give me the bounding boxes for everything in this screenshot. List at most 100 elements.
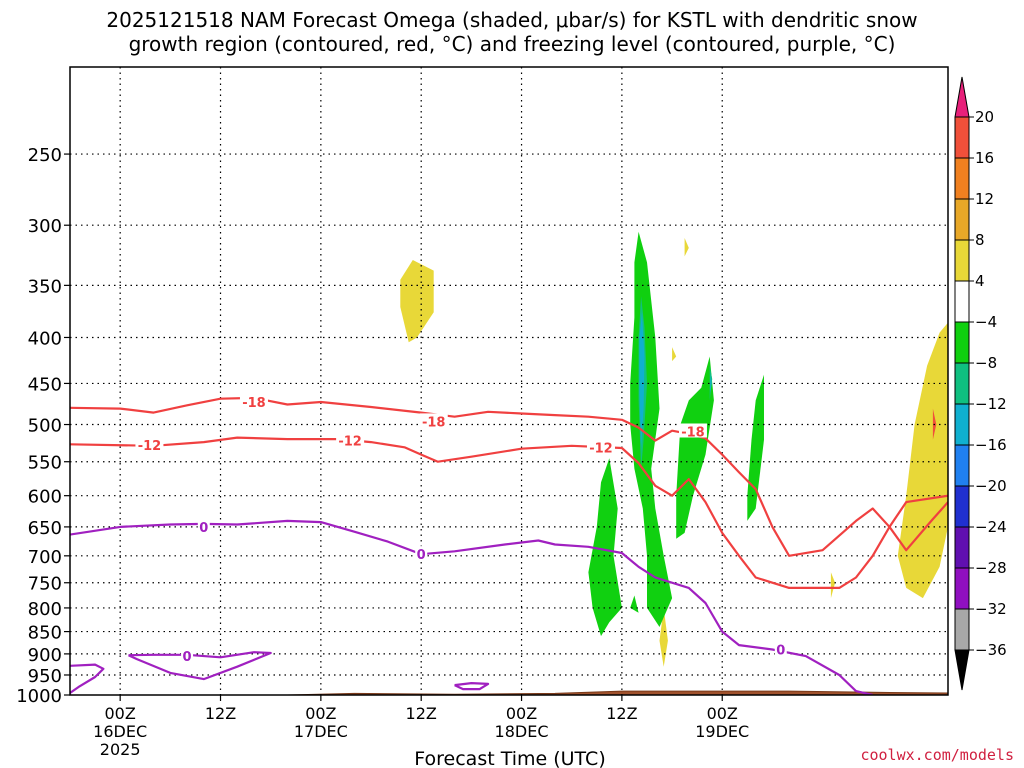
contour-label-bg-1-0 — [135, 437, 164, 452]
y-tick-label-6: 550 — [28, 453, 62, 474]
contour-label-bg-0-2 — [678, 423, 707, 438]
contour-label-1-1: -12 — [338, 435, 362, 450]
omega-region-8 — [630, 595, 639, 613]
colorbar-label-11: −28 — [975, 559, 1007, 577]
contour-label-bg-0-0 — [239, 394, 268, 409]
colorbar-bin-12 — [954, 567, 970, 610]
y-tick-label-0: 250 — [28, 145, 62, 166]
contour-label-1-0: -12 — [138, 439, 162, 454]
colorbar-label-13: −36 — [975, 641, 1007, 659]
colorbar-label-0: 20 — [975, 108, 994, 126]
contour-label-bg-3-0 — [181, 648, 194, 663]
contour-label-bg-1-1 — [336, 432, 365, 447]
colorbar-label-2: 12 — [975, 190, 994, 208]
contour-label-2-2: 0 — [776, 644, 785, 659]
x-tick-label-0-1: 16DEC — [93, 722, 147, 741]
x-tick-label-2-0: 00Z — [305, 704, 336, 723]
y-tick-label-7: 600 — [28, 487, 62, 508]
omega-region-1 — [684, 238, 689, 257]
contour-label-2-0: 0 — [199, 521, 208, 536]
contour-label-2-1: 0 — [417, 548, 426, 563]
colorbar-label-6: −8 — [975, 354, 997, 372]
colorbar-label-3: 8 — [975, 231, 985, 249]
y-tick-label-13: 900 — [28, 645, 62, 666]
colorbar-bottom-arrow — [954, 649, 970, 691]
site-credit: coolwx.com/models — [860, 746, 1014, 764]
x-tick-label-6-1: 19DEC — [695, 722, 749, 741]
contour-label-bg-2-2 — [774, 641, 787, 656]
colorbar-bin-6 — [954, 321, 970, 364]
y-tick-label-12: 850 — [28, 623, 62, 644]
chart-title-line-1: 2025121518 NAM Forecast Omega (shaded, μ… — [106, 8, 918, 32]
contour-label-bg-2-0 — [197, 518, 210, 533]
colorbar-label-9: −20 — [975, 477, 1007, 495]
omega-region-4 — [659, 607, 668, 667]
omega-region-13 — [639, 312, 645, 448]
omega-region-5 — [830, 572, 836, 599]
omega-region-7 — [588, 458, 622, 637]
y-tick-label-9: 700 — [28, 547, 62, 568]
contour-label-1-2: -12 — [589, 441, 613, 456]
plot-frame — [69, 66, 949, 696]
colorbar-label-12: −32 — [975, 600, 1007, 618]
colorbar-bin-9 — [954, 444, 970, 487]
contour-line-2 — [70, 519, 873, 695]
omega-region-0 — [400, 260, 434, 343]
colorbar-bin-13 — [954, 608, 970, 651]
omega-region-3 — [897, 322, 948, 599]
chart-title-line-2: growth region (contoured, red, °C) and f… — [128, 32, 896, 56]
colorbar-bin-2 — [954, 157, 970, 200]
omega-region-15 — [710, 374, 712, 392]
colorbar-label-5: −4 — [975, 313, 997, 331]
colorbar-bin-7 — [954, 362, 970, 405]
x-tick-label-5-0: 12Z — [606, 704, 637, 723]
contour-line-4 — [70, 663, 105, 694]
contour-label-bg-0-1 — [419, 413, 448, 428]
x-tick-label-4-0: 00Z — [506, 704, 537, 723]
colorbar-bin-10 — [954, 485, 970, 528]
omega-region-11 — [747, 374, 764, 521]
colorbar-bin-5 — [954, 280, 970, 323]
y-tick-label-14: 950 — [28, 666, 62, 687]
x-axis-label: Forecast Time (UTC) — [414, 748, 605, 768]
y-tick-label-5: 500 — [28, 416, 62, 437]
contour-line-5 — [454, 681, 490, 691]
x-tick-label-4-1: 18DEC — [495, 722, 549, 741]
y-tick-label-11: 800 — [28, 599, 62, 620]
contour-line-3 — [128, 651, 272, 681]
colorbar-label-10: −24 — [975, 518, 1007, 536]
colorbar-bin-8 — [954, 403, 970, 446]
colorbar-label-4: 4 — [975, 272, 985, 290]
y-tick-label-4: 450 — [28, 374, 62, 395]
colorbar-bin-4 — [954, 239, 970, 282]
colorbar-bin-11 — [954, 526, 970, 569]
contour-label-0-1: -18 — [422, 415, 446, 430]
omega-region-2 — [672, 347, 677, 362]
omega-region-10 — [676, 356, 714, 539]
colorbar-label-8: −16 — [975, 436, 1007, 454]
colorbar-top-arrow — [954, 76, 970, 118]
colorbar-label-7: −12 — [975, 395, 1007, 413]
y-tick-label-3: 400 — [28, 328, 62, 349]
terrain-surface — [70, 690, 948, 695]
x-tick-label-1-0: 12Z — [205, 704, 236, 723]
contour-label-0-2: -18 — [681, 425, 705, 440]
contour-label-3-0: 0 — [183, 650, 192, 665]
contour-label-bg-2-1 — [415, 546, 428, 561]
colorbar-bin-1 — [954, 116, 970, 159]
colorbar-bin-3 — [954, 198, 970, 241]
y-tick-label-1: 300 — [28, 216, 62, 237]
contour-label-bg-1-2 — [586, 439, 615, 454]
colorbar-label-1: 16 — [975, 149, 994, 167]
omega-region-9 — [630, 231, 673, 627]
x-tick-label-3-0: 12Z — [406, 704, 437, 723]
x-tick-label-2-1: 17DEC — [294, 722, 348, 741]
x-tick-label-0-0: 00Z — [105, 704, 136, 723]
y-tick-label-15: 1000 — [16, 686, 62, 707]
contour-label-0-0: -18 — [242, 396, 266, 411]
y-tick-label-2: 350 — [28, 276, 62, 297]
y-tick-label-8: 650 — [28, 518, 62, 539]
x-tick-label-0-2: 2025 — [100, 740, 141, 759]
y-tick-label-10: 750 — [28, 574, 62, 595]
